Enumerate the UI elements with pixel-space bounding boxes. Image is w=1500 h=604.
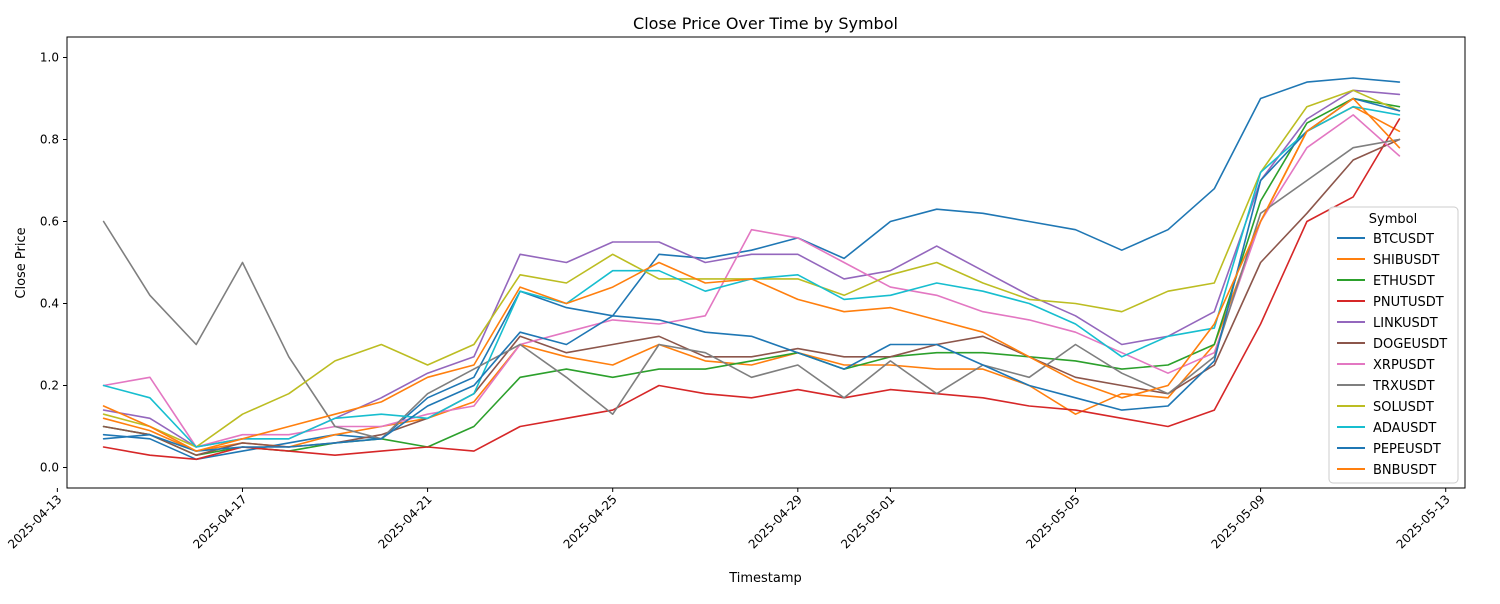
y-tick-label: 0.2	[40, 379, 59, 393]
series-line-shibusdt	[102, 105, 1401, 452]
legend-label: ETHUSDT	[1373, 274, 1435, 289]
series-line-bnbusdt	[102, 97, 1401, 452]
legend-label: TRXUSDT	[1372, 379, 1435, 394]
legend-label: ADAUSDT	[1373, 421, 1436, 436]
y-tick-label: 1.0	[40, 51, 59, 65]
series-line-ethusdt	[102, 97, 1401, 457]
legend-items: BTCUSDT SHIBUSDT ETHUSDT PNUTUSDT LINKUSDT DO…	[1337, 232, 1447, 478]
series-line-pnutusdt	[102, 118, 1401, 461]
legend-label: DOGEUSDT	[1373, 337, 1447, 352]
legend-label: XRPUSDT	[1373, 358, 1435, 373]
y-tick-label: 0.4	[40, 297, 59, 311]
legend-label: SOLUSDT	[1373, 400, 1434, 415]
series-line-xrpusdt	[102, 114, 1401, 448]
y-tick-label: 0.8	[40, 133, 59, 147]
plot-frame	[66, 36, 1466, 489]
y-tick-label: 0.0	[40, 461, 59, 475]
series-layer	[102, 77, 1401, 461]
chart-title: Close Price Over Time by Symbol	[633, 14, 898, 33]
series-line-btcusdt	[102, 77, 1401, 461]
plot-background	[67, 37, 1465, 488]
series-line-trxusdt	[102, 138, 1401, 440]
series-line-pepeusdt	[102, 97, 1401, 452]
legend-title: Symbol	[1369, 212, 1417, 227]
legend: Symbol BTCUSDT SHIBUSDT ETHUSDT PNUTUSDT LIN…	[1328, 206, 1459, 484]
legend-label: BNBUSDT	[1373, 463, 1436, 478]
legend-box	[1328, 206, 1459, 484]
y-tick-label: 0.6	[40, 215, 59, 229]
legend-label: SHIBUSDT	[1373, 253, 1440, 268]
plot-area	[66, 36, 1466, 489]
legend-label: PNUTUSDT	[1373, 295, 1444, 310]
y-axis: 0.0 0.2 0.4 0.6 0.8 1.0	[40, 51, 67, 475]
x-axis-label: Timestamp	[728, 571, 802, 586]
legend-label: PEPEUSDT	[1373, 442, 1441, 457]
legend-label: LINKUSDT	[1373, 316, 1438, 331]
y-axis-label: Close Price	[14, 227, 29, 298]
legend-label: BTCUSDT	[1373, 232, 1434, 247]
